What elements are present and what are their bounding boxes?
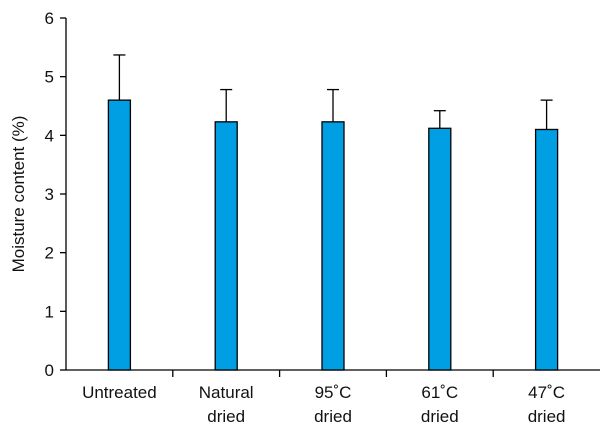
y-tick-label: 1 [45,302,54,321]
x-tick-label: dried [421,407,459,426]
x-tick-label: 47˚C [528,383,565,402]
bar [428,127,452,371]
y-tick-label: 0 [45,361,54,380]
bar [534,128,559,371]
y-axis-title: Moisture content (%) [9,116,28,273]
y-tick-label: 3 [45,185,54,204]
bar [321,121,345,371]
x-tick-label: Untreated [82,383,157,402]
x-tick-label: Natural [199,383,254,402]
x-tick-label: dried [207,407,245,426]
x-tick-label: dried [314,407,352,426]
y-tick-label: 6 [45,9,54,28]
y-tick-label: 2 [45,244,54,263]
x-tick-label: 95˚C [315,383,352,402]
y-tick-label: 4 [45,126,54,145]
y-tick-label: 5 [45,68,54,87]
bar [107,99,132,371]
bar [214,121,238,371]
x-tick-label: 61˚C [421,383,458,402]
x-tick-label: dried [528,407,566,426]
